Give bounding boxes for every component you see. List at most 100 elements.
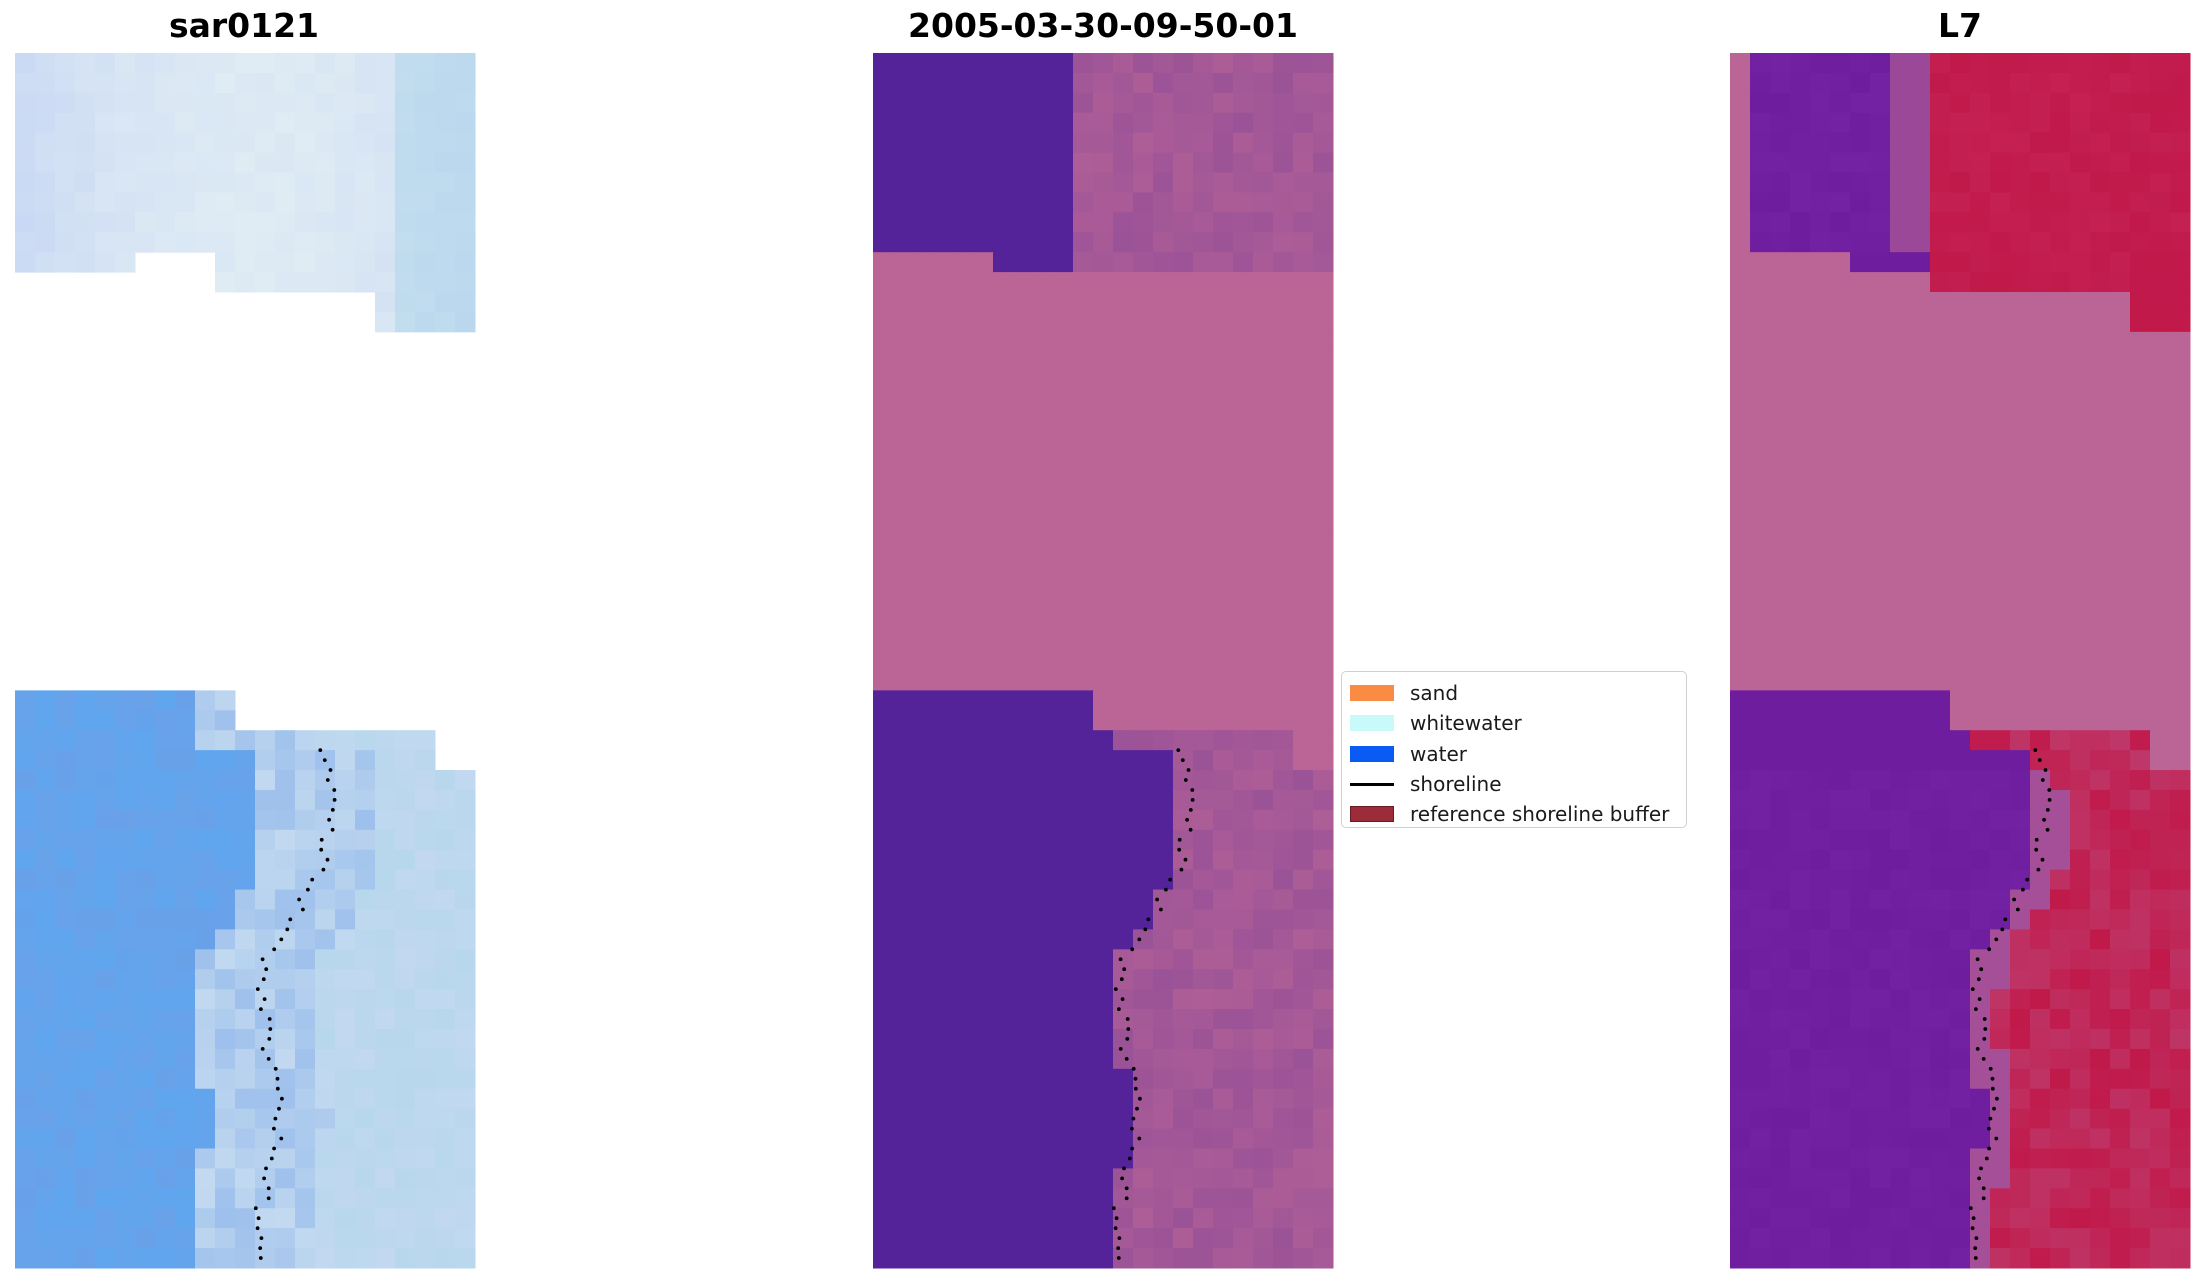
pixel-cell (1293, 670, 1314, 691)
pixel-cell (973, 232, 994, 253)
pixel-cell (1770, 770, 1791, 791)
pixel-cell (2130, 451, 2151, 472)
pixel-cell (435, 829, 456, 851)
pixel-cell (993, 1088, 1014, 1110)
pixel-cell (115, 789, 136, 811)
pixel-cell (2030, 451, 2051, 472)
pixel-cell (2150, 391, 2171, 413)
shoreline-point (1190, 788, 1195, 792)
pixel-cell (2070, 809, 2091, 831)
pixel-cell (893, 630, 914, 652)
pixel-cell (913, 1048, 934, 1070)
pixel-cell (1930, 1168, 1951, 1189)
pixel-cell (1730, 1248, 1751, 1269)
pixel-cell (1073, 929, 1094, 950)
pixel-cell (933, 849, 954, 871)
pixel-cell (2090, 710, 2111, 731)
pixel-cell (1013, 1148, 1034, 1169)
pixel-cell (973, 1088, 994, 1110)
pixel-cell (1053, 471, 1074, 492)
pixel-cell (2150, 750, 2171, 771)
pixel-cell (1233, 272, 1254, 293)
pixel-cell (375, 72, 396, 94)
pixel-cell (1233, 132, 1254, 154)
pixel-cell (1970, 1048, 1991, 1070)
pixel-cell (1173, 272, 1194, 293)
pixel-cell (1233, 232, 1254, 253)
pixel-cell (993, 152, 1014, 174)
pixel-cell (415, 311, 436, 333)
pixel-cell (1890, 949, 1911, 970)
pixel-cell (35, 829, 56, 851)
pixel-cell (2130, 311, 2151, 333)
pixel-cell (2150, 1248, 2171, 1269)
pixel-cell (1093, 491, 1114, 512)
pixel-cell (355, 232, 376, 253)
shoreline-point (275, 1086, 280, 1091)
pixel-cell (1870, 670, 1891, 691)
pixel-cell (953, 1009, 974, 1030)
pixel-cell (933, 112, 954, 134)
pixel-cell (1750, 1168, 1771, 1189)
pixel-cell (1173, 172, 1194, 193)
pixel-cell (1033, 1188, 1054, 1209)
legend-item-shoreline: shoreline (1350, 769, 1686, 799)
pixel-cell (455, 252, 476, 273)
pixel-cell (1950, 929, 1971, 950)
pixel-cell (215, 1208, 236, 1229)
pixel-cell (1770, 590, 1791, 612)
pixel-cell (1313, 849, 1334, 871)
pixel-cell (1870, 431, 1891, 452)
shoreline-point (1975, 957, 1980, 962)
pixel-cell (2070, 411, 2091, 432)
pixel-cell (933, 292, 954, 313)
pixel-cell (1810, 1208, 1831, 1229)
pixel-cell (15, 152, 36, 174)
pixel-cell (1233, 630, 1254, 652)
pixel-cell (913, 969, 934, 990)
pixel-cell (1770, 710, 1791, 731)
pixel-cell (175, 152, 196, 174)
pixel-cell (1273, 630, 1294, 652)
pixel-cell (1830, 411, 1851, 432)
pixel-cell (933, 809, 954, 831)
pixel-cell (1253, 132, 1274, 154)
pixel-cell (415, 1128, 436, 1149)
pixel-cell (155, 690, 176, 711)
pixel-cell (2010, 949, 2031, 970)
pixel-cell (973, 550, 994, 572)
pixel-cell (1133, 212, 1154, 233)
pixel-cell (355, 252, 376, 273)
pixel-cell (1810, 690, 1831, 711)
pixel-cell (1133, 1048, 1154, 1070)
pixel-cell (435, 132, 456, 154)
pixel-cell (933, 212, 954, 233)
pixel-cell (395, 132, 416, 154)
pixel-cell (1930, 152, 1951, 174)
pixel-cell (1053, 570, 1074, 592)
pixel-cell (2150, 929, 2171, 950)
pixel-cell (315, 92, 336, 114)
pixel-cell (1313, 650, 1334, 671)
pixel-cell (1930, 1228, 1951, 1249)
pixel-cell (933, 132, 954, 154)
pixel-cell (415, 1168, 436, 1189)
pixel-cell (1253, 829, 1274, 851)
pixel-cell (35, 949, 56, 970)
pixel-cell (933, 192, 954, 213)
pixel-cell (2030, 730, 2051, 751)
pixel-cell (455, 869, 476, 891)
pixel-cell (1950, 232, 1971, 253)
pixel-cell (1990, 710, 2011, 731)
pixel-cell (235, 172, 256, 193)
pixel-cell (913, 1068, 934, 1090)
pixel-cell (295, 152, 316, 174)
pixel-cell (2050, 789, 2071, 811)
pixel-cell (1033, 869, 1054, 891)
pixel-cell (1293, 690, 1314, 711)
pixel-cell (1910, 750, 1931, 771)
pixel-cell (1133, 770, 1154, 791)
pixel-cell (295, 809, 316, 831)
pixel-cell (973, 570, 994, 592)
pixel-cell (235, 949, 256, 970)
